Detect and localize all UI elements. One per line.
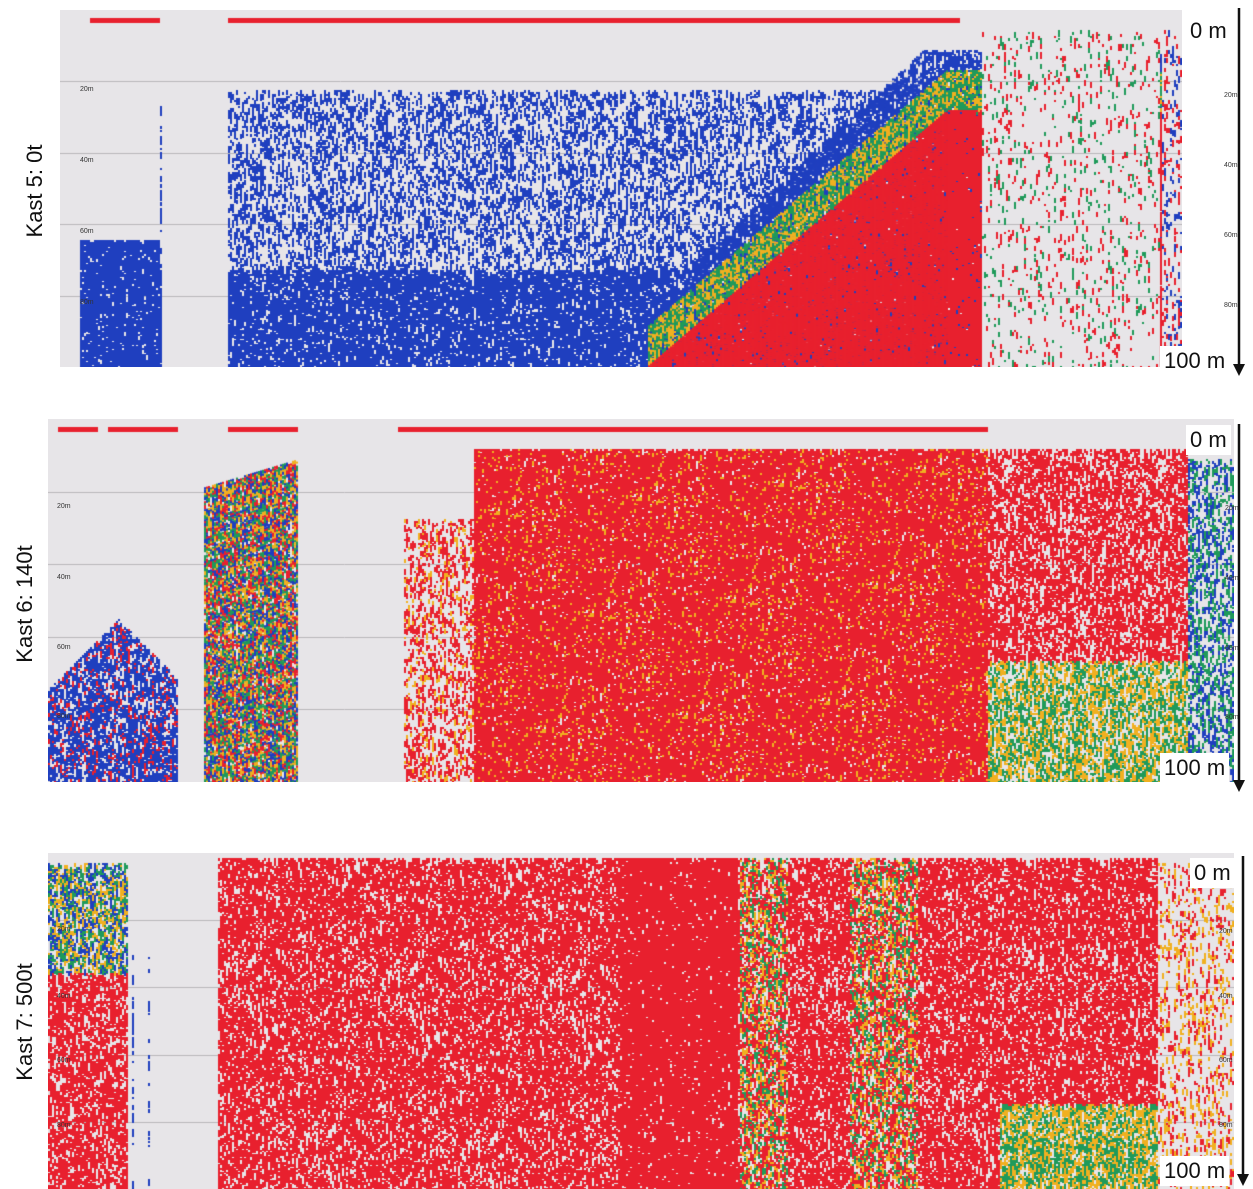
echogram-image: [60, 10, 1182, 367]
depth-tick-left: 20m: [57, 926, 71, 933]
depth-tick-left: 40m: [80, 157, 94, 164]
depth-tick-left: 60m: [80, 228, 94, 235]
depth-tick-left: 60m: [57, 1057, 71, 1064]
panel-label: Kast 5: 0t: [22, 144, 47, 238]
depth-tick-right: 40m: [1224, 162, 1238, 169]
echogram-image: [48, 419, 1234, 782]
depth-arrow-icon: [1233, 8, 1245, 376]
depth-tick-left: 80m: [57, 713, 71, 720]
panel-label: Kast 6: 140t: [12, 545, 37, 663]
depth-tick-right: 40m: [1225, 575, 1239, 582]
depth-scale-bottom-label: 100 m: [1160, 1156, 1230, 1186]
depth-tick-left: 40m: [57, 574, 71, 581]
depth-tick-right: 60m: [1224, 232, 1238, 239]
depth-tick-right: 60m: [1225, 645, 1239, 652]
depth-tick-left: 80m: [80, 299, 94, 306]
depth-tick-right: 20m: [1224, 92, 1238, 99]
depth-tick-right: 60m: [1219, 1057, 1233, 1064]
depth-tick-left: 80m: [57, 1122, 71, 1129]
depth-tick-right: 80m: [1225, 714, 1239, 721]
depth-tick-right: 20m: [1225, 505, 1239, 512]
panel-label: Kast 7: 500t: [12, 963, 37, 1081]
depth-tick-left: 20m: [80, 86, 94, 93]
depth-scale-top-label: 0 m: [1186, 425, 1231, 455]
depth-tick-left: 60m: [57, 644, 71, 651]
depth-tick-right: 20m: [1219, 928, 1233, 935]
depth-tick-left: 40m: [57, 993, 71, 1000]
depth-arrow-icon: [1233, 424, 1245, 792]
depth-scale-top-label: 0 m: [1186, 16, 1231, 46]
depth-tick-right: 40m: [1219, 993, 1233, 1000]
depth-tick-left: 20m: [57, 503, 71, 510]
echogram-image: [48, 853, 1234, 1189]
depth-tick-right: 80m: [1219, 1122, 1233, 1129]
depth-scale-bottom-label: 100 m: [1160, 346, 1230, 376]
depth-scale-bottom-label: 100 m: [1160, 753, 1230, 783]
depth-tick-right: 80m: [1224, 302, 1238, 309]
depth-arrow-icon: [1237, 856, 1249, 1186]
depth-scale-top-label: 0 m: [1190, 858, 1235, 888]
